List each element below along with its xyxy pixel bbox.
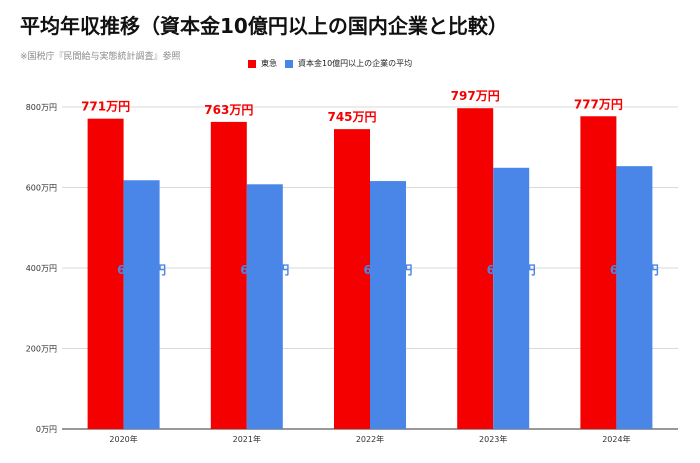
legend-swatch-series1 xyxy=(248,59,256,68)
source-note: ※国税庁『民間給与実態統計調査』参照 xyxy=(20,52,181,62)
bar xyxy=(580,116,617,429)
data-label: 745万円 xyxy=(327,110,376,124)
data-label: 649万円 xyxy=(487,263,536,277)
bar xyxy=(246,184,283,429)
bar xyxy=(493,167,530,429)
data-label: 797万円 xyxy=(451,89,500,103)
y-tick-label: 800万円 xyxy=(26,103,57,112)
data-label: 653万円 xyxy=(610,263,659,277)
data-label: 608万円 xyxy=(240,263,289,277)
bar xyxy=(370,181,406,429)
x-tick-label: 2023年 xyxy=(479,434,507,444)
bar xyxy=(210,121,247,429)
x-tick-label: 2021年 xyxy=(233,434,261,444)
chart-title: 平均年収推移（資本金10億円以上の国内企業と比較） xyxy=(20,14,508,38)
data-label: 763万円 xyxy=(204,103,253,117)
y-tick-label: 600万円 xyxy=(26,184,57,193)
data-label: 618万円 xyxy=(117,263,166,277)
legend: 東急 資本金10億円以上の企業の平均 xyxy=(248,58,412,69)
legend-label-series1: 東急 xyxy=(261,59,277,68)
bar xyxy=(123,180,160,429)
y-tick-label: 400万円 xyxy=(26,264,57,273)
bar xyxy=(334,129,370,429)
data-label: 771万円 xyxy=(81,100,130,114)
legend-item-series2: 資本金10億円以上の企業の平均 xyxy=(285,58,412,69)
data-label: 616万円 xyxy=(363,263,412,277)
x-tick-label: 2024年 xyxy=(602,434,630,444)
y-tick-label: 200万円 xyxy=(26,345,57,354)
x-tick-label: 2020年 xyxy=(109,434,137,444)
legend-item-series1: 東急 xyxy=(248,58,277,69)
bar xyxy=(87,118,124,430)
data-label: 777万円 xyxy=(574,97,623,111)
legend-label-series2: 資本金10億円以上の企業の平均 xyxy=(298,59,413,68)
bar xyxy=(457,108,494,430)
x-tick-label: 2022年 xyxy=(356,434,384,444)
y-tick-label: 0万円 xyxy=(36,425,57,434)
legend-swatch-series2 xyxy=(285,59,293,68)
bar xyxy=(616,166,653,430)
